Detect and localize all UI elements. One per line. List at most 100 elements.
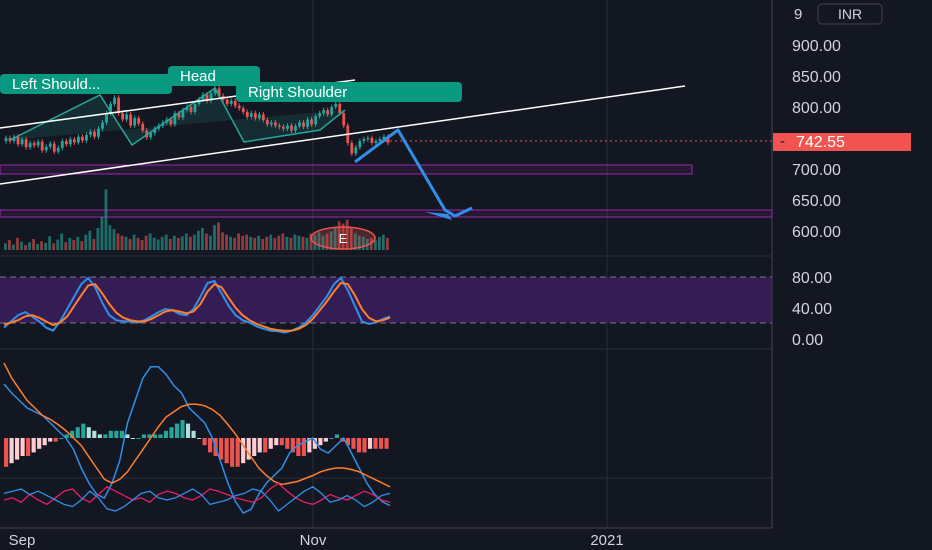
candle-body: [76, 136, 80, 143]
histogram-bar: [185, 423, 191, 438]
candle-body: [245, 111, 249, 117]
candle-body: [378, 139, 382, 142]
volume-bar: [36, 243, 39, 250]
candle-body: [306, 119, 309, 127]
volume-bar: [92, 239, 96, 250]
histogram-bar: [241, 438, 246, 464]
stoch-label: 80.00: [792, 270, 832, 287]
channel-lower-line[interactable]: [0, 85, 686, 185]
volume-bar: [225, 234, 228, 250]
volume-bar: [265, 236, 269, 250]
histogram-bar: [230, 438, 235, 467]
candle-body: [322, 110, 326, 114]
indicator-line-blue: [3, 486, 391, 512]
volume-bar: [281, 233, 285, 250]
histogram-bar: [163, 430, 169, 438]
price-label: 900.00: [792, 38, 841, 55]
volume-bar: [56, 239, 60, 250]
candle-body: [213, 88, 217, 94]
price-axis-top-value: 9: [794, 6, 802, 23]
candle-body: [249, 113, 253, 117]
candle-body: [4, 138, 8, 142]
histogram-bar: [208, 438, 213, 453]
volume-bar: [44, 242, 48, 250]
volume-bar: [229, 236, 232, 250]
volume-bar: [349, 226, 353, 250]
right-shoulder-label[interactable]: Right Shoulder: [236, 82, 462, 102]
candle-body: [189, 107, 193, 112]
volume-bar: [205, 233, 208, 250]
candle-body: [181, 110, 185, 118]
price-label: 800.00: [792, 100, 841, 117]
candle-body: [129, 114, 133, 126]
histogram-bar: [59, 438, 64, 439]
zone-700: [0, 164, 693, 175]
earnings-badge[interactable]: E: [310, 226, 376, 250]
volume-bar: [313, 234, 317, 250]
candle-body: [374, 141, 378, 143]
candle-body: [97, 128, 100, 137]
volume-bar: [20, 241, 23, 250]
candle-body: [229, 100, 233, 104]
right-shoulder-text: Right Shoulder: [248, 84, 347, 101]
volume-bar: [28, 242, 31, 250]
candle-body: [253, 113, 257, 119]
volume-bar: [357, 235, 361, 250]
candle-body: [173, 113, 177, 125]
candlesticks: [4, 85, 390, 156]
candle-body: [56, 147, 60, 152]
forecast-path[interactable]: [354, 128, 473, 218]
histogram-bar: [356, 438, 362, 453]
volume-bar: [321, 235, 325, 250]
volume-bar: [68, 237, 72, 250]
candle-body: [93, 131, 96, 137]
current-price-tag[interactable]: - 742.55: [773, 133, 911, 151]
histogram-bar: [329, 438, 334, 439]
histogram-bar: [4, 438, 9, 467]
volume-bar: [136, 237, 140, 250]
stoch-axis[interactable]: 80.00 40.00 0.00: [792, 270, 832, 349]
candle-body: [294, 126, 297, 131]
histogram-bar: [224, 438, 229, 464]
candle-body: [354, 147, 358, 154]
time-axis[interactable]: Sep Nov 2021: [9, 532, 624, 549]
volume-bar: [293, 234, 297, 250]
earnings-text: E: [339, 231, 348, 246]
candle-body: [269, 122, 273, 125]
volume-bar: [301, 236, 305, 250]
candle-body: [193, 103, 197, 112]
candle-body: [32, 142, 36, 146]
price-label: 650.00: [792, 193, 841, 210]
histogram-bar: [125, 434, 130, 438]
candle-body: [105, 113, 108, 123]
histogram-bar: [64, 434, 69, 438]
volume-bar: [140, 240, 144, 250]
stoch-label: 0.00: [792, 332, 823, 349]
histogram-bar: [48, 438, 53, 442]
head-label[interactable]: Head: [168, 66, 260, 86]
volume-bar: [16, 237, 19, 250]
candle-body: [36, 141, 40, 146]
left-shoulder-text: Left Should...: [12, 76, 100, 93]
volume-bar: [148, 233, 152, 250]
volume-bar: [337, 221, 341, 250]
stoch-label: 40.00: [792, 301, 832, 318]
candle-body: [342, 113, 346, 126]
volume-bar: [245, 234, 249, 250]
histogram-bar: [378, 438, 384, 449]
volume-bar: [48, 236, 52, 250]
histogram-bar: [130, 438, 135, 439]
currency-badge[interactable]: [817, 3, 883, 25]
left-shoulder-label[interactable]: Left Should...: [0, 74, 172, 94]
volume-bar: [156, 239, 160, 250]
candle-body: [237, 105, 241, 109]
candle-body: [12, 136, 16, 142]
histogram-bar: [318, 438, 323, 446]
head-shoulders-pattern: [9, 86, 346, 147]
candle-body: [68, 139, 72, 145]
volume-bar: [12, 244, 15, 250]
histogram-bar: [268, 438, 273, 449]
price-axis[interactable]: 9 INR 900.00 850.00 800.00 700.00 650.00…: [792, 3, 883, 241]
histogram-bar: [26, 438, 31, 456]
